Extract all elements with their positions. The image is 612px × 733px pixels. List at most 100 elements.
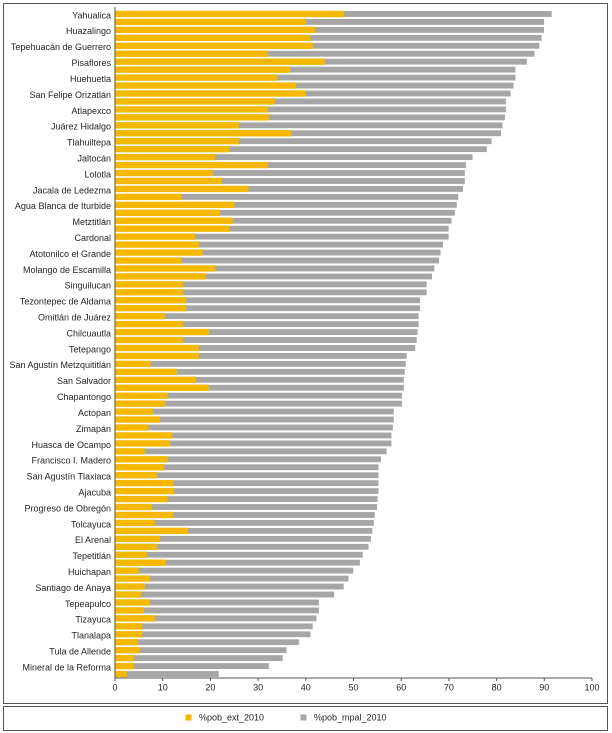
plot: Yahualica Huazalingo Tepehuacán de Guerrer… <box>9 7 600 722</box>
bar <box>115 225 230 232</box>
x-tick-label: 90 <box>539 682 549 692</box>
legend-label: %pob_mpal_2010 <box>314 712 387 722</box>
bar <box>115 360 151 368</box>
bar <box>115 177 222 185</box>
y-tick-label: Tlahuiltepa <box>67 138 111 148</box>
y-tick-label: Huasca de Ocampo <box>31 440 111 450</box>
y-tick-label: San Felipe Orizatlán <box>29 90 111 100</box>
bar <box>115 241 199 248</box>
y-tick-label: Atlapexco <box>71 106 111 116</box>
y-tick-label: Francisco I. Madero <box>31 456 111 466</box>
bar <box>115 90 306 97</box>
y-tick-label: Mineral de la Reforma <box>22 662 111 672</box>
bar <box>115 42 313 49</box>
bar <box>115 591 142 598</box>
y-tick-label: Pisaflores <box>71 58 111 68</box>
bar <box>115 408 154 415</box>
bar <box>115 559 167 566</box>
x-tick-label: 30 <box>253 682 263 692</box>
bar <box>115 646 140 654</box>
y-tick-label: Lolotla <box>84 169 111 179</box>
bar <box>114 424 394 431</box>
bar <box>114 360 407 368</box>
bar <box>114 670 220 678</box>
bar <box>115 535 160 543</box>
y-tick-label: Chilcuautla <box>66 328 111 338</box>
bar <box>115 670 127 678</box>
y-tick-label: Singuilucan <box>64 281 111 291</box>
bar <box>114 591 335 598</box>
y-tick-label: Cardonal <box>74 233 111 243</box>
y-tick-label: El Arenal <box>75 535 111 545</box>
bar <box>115 50 268 57</box>
bar <box>115 273 206 280</box>
y-tick-label: Huichapan <box>68 567 111 577</box>
bar <box>115 74 278 81</box>
x-tick-label: 50 <box>348 682 358 692</box>
bar <box>115 312 166 320</box>
bar <box>115 153 216 161</box>
bar <box>115 18 306 26</box>
bar <box>115 106 268 113</box>
bar <box>115 193 182 201</box>
y-tick-label: Tepeapulco <box>65 599 111 609</box>
bar <box>114 622 314 630</box>
y-tick-label: Zimapán <box>76 424 111 434</box>
bar <box>114 630 311 638</box>
y-tick-label: Tlanalapa <box>71 631 111 641</box>
bar <box>114 662 270 670</box>
bar <box>115 583 146 590</box>
bar <box>115 639 138 646</box>
bar <box>115 265 216 272</box>
bar <box>114 551 364 559</box>
bar <box>115 599 150 606</box>
bar <box>115 233 196 240</box>
y-tick-label: Tezontepec de Aldama <box>20 297 111 307</box>
y-tick-label: Tizayuca <box>75 615 111 625</box>
bar <box>115 217 233 224</box>
y-tick-label: Tepetitlán <box>72 551 111 561</box>
bar <box>114 606 320 614</box>
x-tick-label: 10 <box>158 682 168 692</box>
x-tick-label: 70 <box>444 682 454 692</box>
bar <box>115 479 174 487</box>
bar <box>115 114 270 121</box>
y-tick-label: Juárez Hidalgo <box>51 122 111 132</box>
bar <box>115 631 143 638</box>
bar <box>115 297 187 304</box>
bar <box>114 408 395 416</box>
plot-frame <box>3 3 608 704</box>
bar <box>115 209 220 216</box>
bar <box>115 432 173 439</box>
bar <box>115 495 168 503</box>
bar <box>115 503 153 511</box>
bar <box>114 638 300 646</box>
x-tick-label: 0 <box>112 682 117 692</box>
bar <box>115 384 209 391</box>
bar <box>115 201 235 209</box>
bar <box>115 392 168 399</box>
bar <box>115 185 249 193</box>
bar <box>114 646 287 654</box>
y-tick-label: San Salvador <box>57 376 111 386</box>
bar <box>115 26 316 34</box>
bar <box>114 575 349 583</box>
bar <box>115 567 139 574</box>
bar <box>115 257 182 264</box>
y-tick-label: Tepehuacán de Guerrero <box>11 42 111 52</box>
bar <box>115 161 268 169</box>
bar <box>115 623 143 630</box>
bar <box>115 130 292 137</box>
bar <box>115 368 178 376</box>
bar <box>115 416 160 423</box>
y-tick-label: Metztitlán <box>72 217 111 227</box>
bar <box>115 607 144 614</box>
bar <box>115 487 175 495</box>
bar <box>115 519 156 527</box>
bar <box>115 145 230 153</box>
y-tick-label: Atotonilco el Grande <box>29 249 111 259</box>
bar <box>115 400 166 407</box>
bar <box>115 320 184 328</box>
bar <box>115 654 135 662</box>
x-tick-label: 80 <box>492 682 502 692</box>
